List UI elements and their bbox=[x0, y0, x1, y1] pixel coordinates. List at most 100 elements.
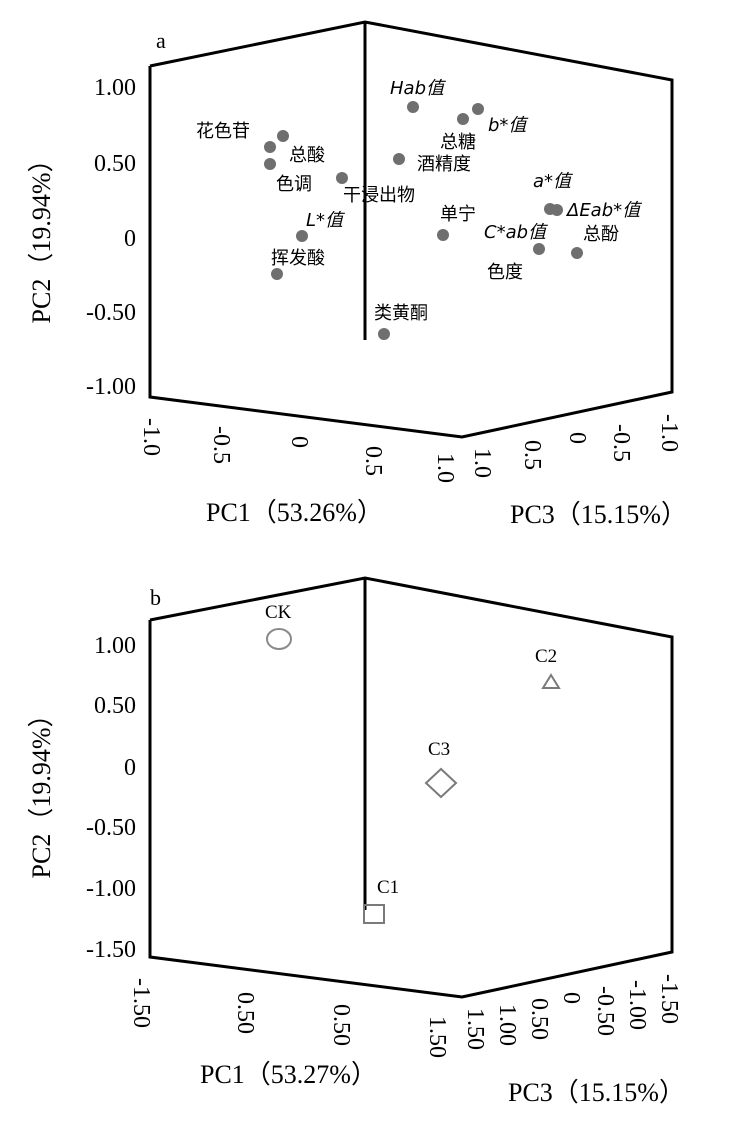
panel-a-y-ticks: 1.00 0.50 0 -0.50 -1.00 bbox=[86, 75, 136, 400]
y-tick-label: 1.00 bbox=[94, 75, 136, 101]
data-point: L*值 bbox=[296, 210, 346, 242]
point-marker bbox=[533, 243, 545, 255]
point-label: 总酸 bbox=[289, 145, 325, 166]
z-tick-label: 1.00 bbox=[494, 1004, 520, 1046]
point-label: 挥发酸 bbox=[271, 248, 325, 269]
point-marker bbox=[393, 153, 405, 165]
point-label: 色度 bbox=[487, 262, 523, 283]
z-tick-label: -1.0 bbox=[656, 414, 682, 452]
point-label: C1 bbox=[377, 877, 399, 898]
x-tick-label: -1.0 bbox=[138, 418, 164, 456]
y-tick-label: 1.00 bbox=[94, 633, 136, 659]
data-point: Hab值 bbox=[390, 78, 447, 113]
panel-a: a 1.00 0.50 0 -0.50 -1.00 PC2（19.94%） -1… bbox=[27, 20, 687, 529]
panel-b-zlabel: PC3（15.15%） bbox=[508, 1078, 685, 1107]
point-label: 干浸出物 bbox=[343, 185, 415, 206]
x-tick-label: 0 bbox=[286, 436, 312, 448]
point-marker bbox=[336, 172, 348, 184]
y-tick-label: 0 bbox=[124, 226, 136, 252]
z-tick-label: 0.5 bbox=[519, 440, 545, 470]
point-marker bbox=[296, 230, 308, 242]
point-marker bbox=[457, 113, 469, 125]
x-tick-label: 1.50 bbox=[424, 1016, 450, 1058]
point-marker bbox=[551, 204, 563, 216]
data-point: 色调 bbox=[264, 158, 312, 195]
panel-b: b 1.00 0.50 0 -0.50 -1.00 -1.50 PC2（19.9… bbox=[27, 576, 685, 1107]
point-label: 色调 bbox=[276, 174, 312, 195]
data-point: C3 bbox=[424, 739, 458, 799]
diamond-marker bbox=[424, 767, 458, 799]
z-tick-label: -0.50 bbox=[592, 986, 618, 1036]
data-point: CK bbox=[265, 602, 292, 650]
triangle-marker bbox=[541, 673, 561, 689]
panel-a-z-ticks: 1.0 0.5 0 -0.5 -1.0 bbox=[469, 414, 682, 478]
y-tick-label: -1.50 bbox=[86, 937, 136, 963]
point-label: 总糖 bbox=[440, 132, 476, 153]
point-marker bbox=[571, 247, 583, 259]
point-marker bbox=[378, 328, 390, 340]
data-point: ΔEab*值 bbox=[551, 200, 643, 221]
z-tick-label: 1.50 bbox=[462, 1008, 488, 1050]
data-point: 色度 bbox=[487, 262, 523, 283]
circle-marker bbox=[266, 628, 292, 650]
point-label: C3 bbox=[428, 739, 450, 760]
data-point: C2 bbox=[535, 646, 561, 689]
point-label: a*值 bbox=[533, 171, 574, 192]
z-tick-label: -1.50 bbox=[656, 974, 682, 1024]
point-label: 单宁 bbox=[440, 204, 476, 225]
data-point: C*ab值 bbox=[484, 222, 549, 255]
panel-b-ylabel: PC2（19.94%） bbox=[27, 702, 56, 879]
y-tick-label: -0.50 bbox=[86, 815, 136, 841]
x-tick-label: 0.50 bbox=[328, 1004, 354, 1046]
point-marker bbox=[407, 101, 419, 113]
point-label: 酒精度 bbox=[417, 154, 471, 175]
point-label: 类黄酮 bbox=[374, 303, 428, 324]
data-point: 单宁 bbox=[437, 204, 476, 241]
y-tick-label: -0.50 bbox=[86, 300, 136, 326]
point-label: C2 bbox=[535, 646, 557, 667]
z-tick-label: 0 bbox=[558, 992, 584, 1004]
point-marker bbox=[264, 158, 276, 170]
y-tick-label: 0 bbox=[124, 755, 136, 781]
data-point: 类黄酮 bbox=[374, 303, 428, 340]
x-tick-label: 0.50 bbox=[232, 992, 258, 1034]
point-label: Hab值 bbox=[390, 78, 447, 99]
data-point: b*值 bbox=[472, 103, 529, 136]
x-tick-label: 0.5 bbox=[360, 446, 386, 476]
point-label: ΔEab*值 bbox=[565, 200, 643, 221]
panel-a-points: 花色苷 总酸 色调 干浸出物 L*值 挥发酸 bbox=[196, 78, 643, 340]
panel-a-label: a bbox=[156, 28, 166, 53]
y-tick-label: 0.50 bbox=[94, 151, 136, 177]
panel-a-x-ticks: -1.0 -0.5 0 0.5 1.0 bbox=[138, 418, 458, 483]
point-marker bbox=[271, 268, 283, 280]
point-marker bbox=[264, 141, 276, 153]
panel-b-z-ticks: 1.50 1.00 0.50 0 -0.50 -1.00 -1.50 bbox=[462, 974, 682, 1050]
z-tick-label: 1.0 bbox=[469, 448, 495, 478]
square-marker bbox=[363, 904, 385, 924]
panel-b-frame-back bbox=[148, 576, 674, 999]
panel-b-x-ticks: -1.50 0.50 0.50 1.50 bbox=[128, 978, 450, 1058]
point-label: 花色苷 bbox=[196, 121, 250, 142]
point-marker bbox=[472, 103, 484, 115]
data-point: 总酸 bbox=[264, 141, 325, 166]
z-tick-label: -0.5 bbox=[608, 424, 634, 462]
panel-b-y-ticks: 1.00 0.50 0 -0.50 -1.00 -1.50 bbox=[86, 633, 136, 963]
data-point: C1 bbox=[363, 877, 399, 924]
point-marker bbox=[277, 130, 289, 142]
point-label: b*值 bbox=[488, 115, 529, 136]
point-label: 总酚 bbox=[583, 224, 619, 245]
panel-a-ylabel: PC2（19.94%） bbox=[27, 147, 56, 324]
data-point: 花色苷 bbox=[196, 121, 289, 142]
data-point: 挥发酸 bbox=[271, 248, 325, 280]
point-marker bbox=[437, 229, 449, 241]
data-point: 酒精度 bbox=[393, 153, 471, 175]
data-point: 总糖 bbox=[440, 113, 476, 153]
y-tick-label: -1.00 bbox=[86, 876, 136, 902]
panel-b-label: b bbox=[150, 585, 161, 610]
data-point: 总酚 bbox=[571, 224, 619, 259]
y-tick-label: 0.50 bbox=[94, 693, 136, 719]
x-tick-label: 1.0 bbox=[432, 453, 458, 483]
panel-a-zlabel: PC3（15.15%） bbox=[510, 500, 687, 529]
y-tick-label: -1.00 bbox=[86, 374, 136, 400]
point-label: CK bbox=[265, 602, 292, 623]
